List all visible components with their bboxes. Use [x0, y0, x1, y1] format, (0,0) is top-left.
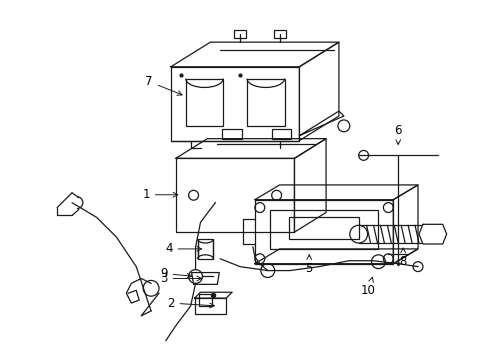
Text: 9: 9	[160, 267, 191, 280]
Text: 1: 1	[142, 188, 178, 201]
Bar	[234, 30, 245, 38]
Text: 3: 3	[160, 272, 201, 285]
Bar	[222, 129, 242, 139]
Text: 4: 4	[165, 242, 201, 255]
Bar	[198, 294, 212, 306]
Text: 5: 5	[305, 255, 312, 275]
Bar	[271, 129, 291, 139]
Bar	[185, 78, 223, 126]
Bar	[273, 30, 285, 38]
Bar	[269, 210, 378, 249]
Text: 2: 2	[167, 297, 214, 310]
Bar	[197, 239, 213, 259]
Text: 7: 7	[145, 75, 182, 95]
Bar	[246, 78, 284, 126]
Bar	[289, 217, 358, 239]
Text: 6: 6	[394, 124, 401, 144]
Text: 8: 8	[399, 248, 406, 268]
Text: 10: 10	[361, 277, 375, 297]
